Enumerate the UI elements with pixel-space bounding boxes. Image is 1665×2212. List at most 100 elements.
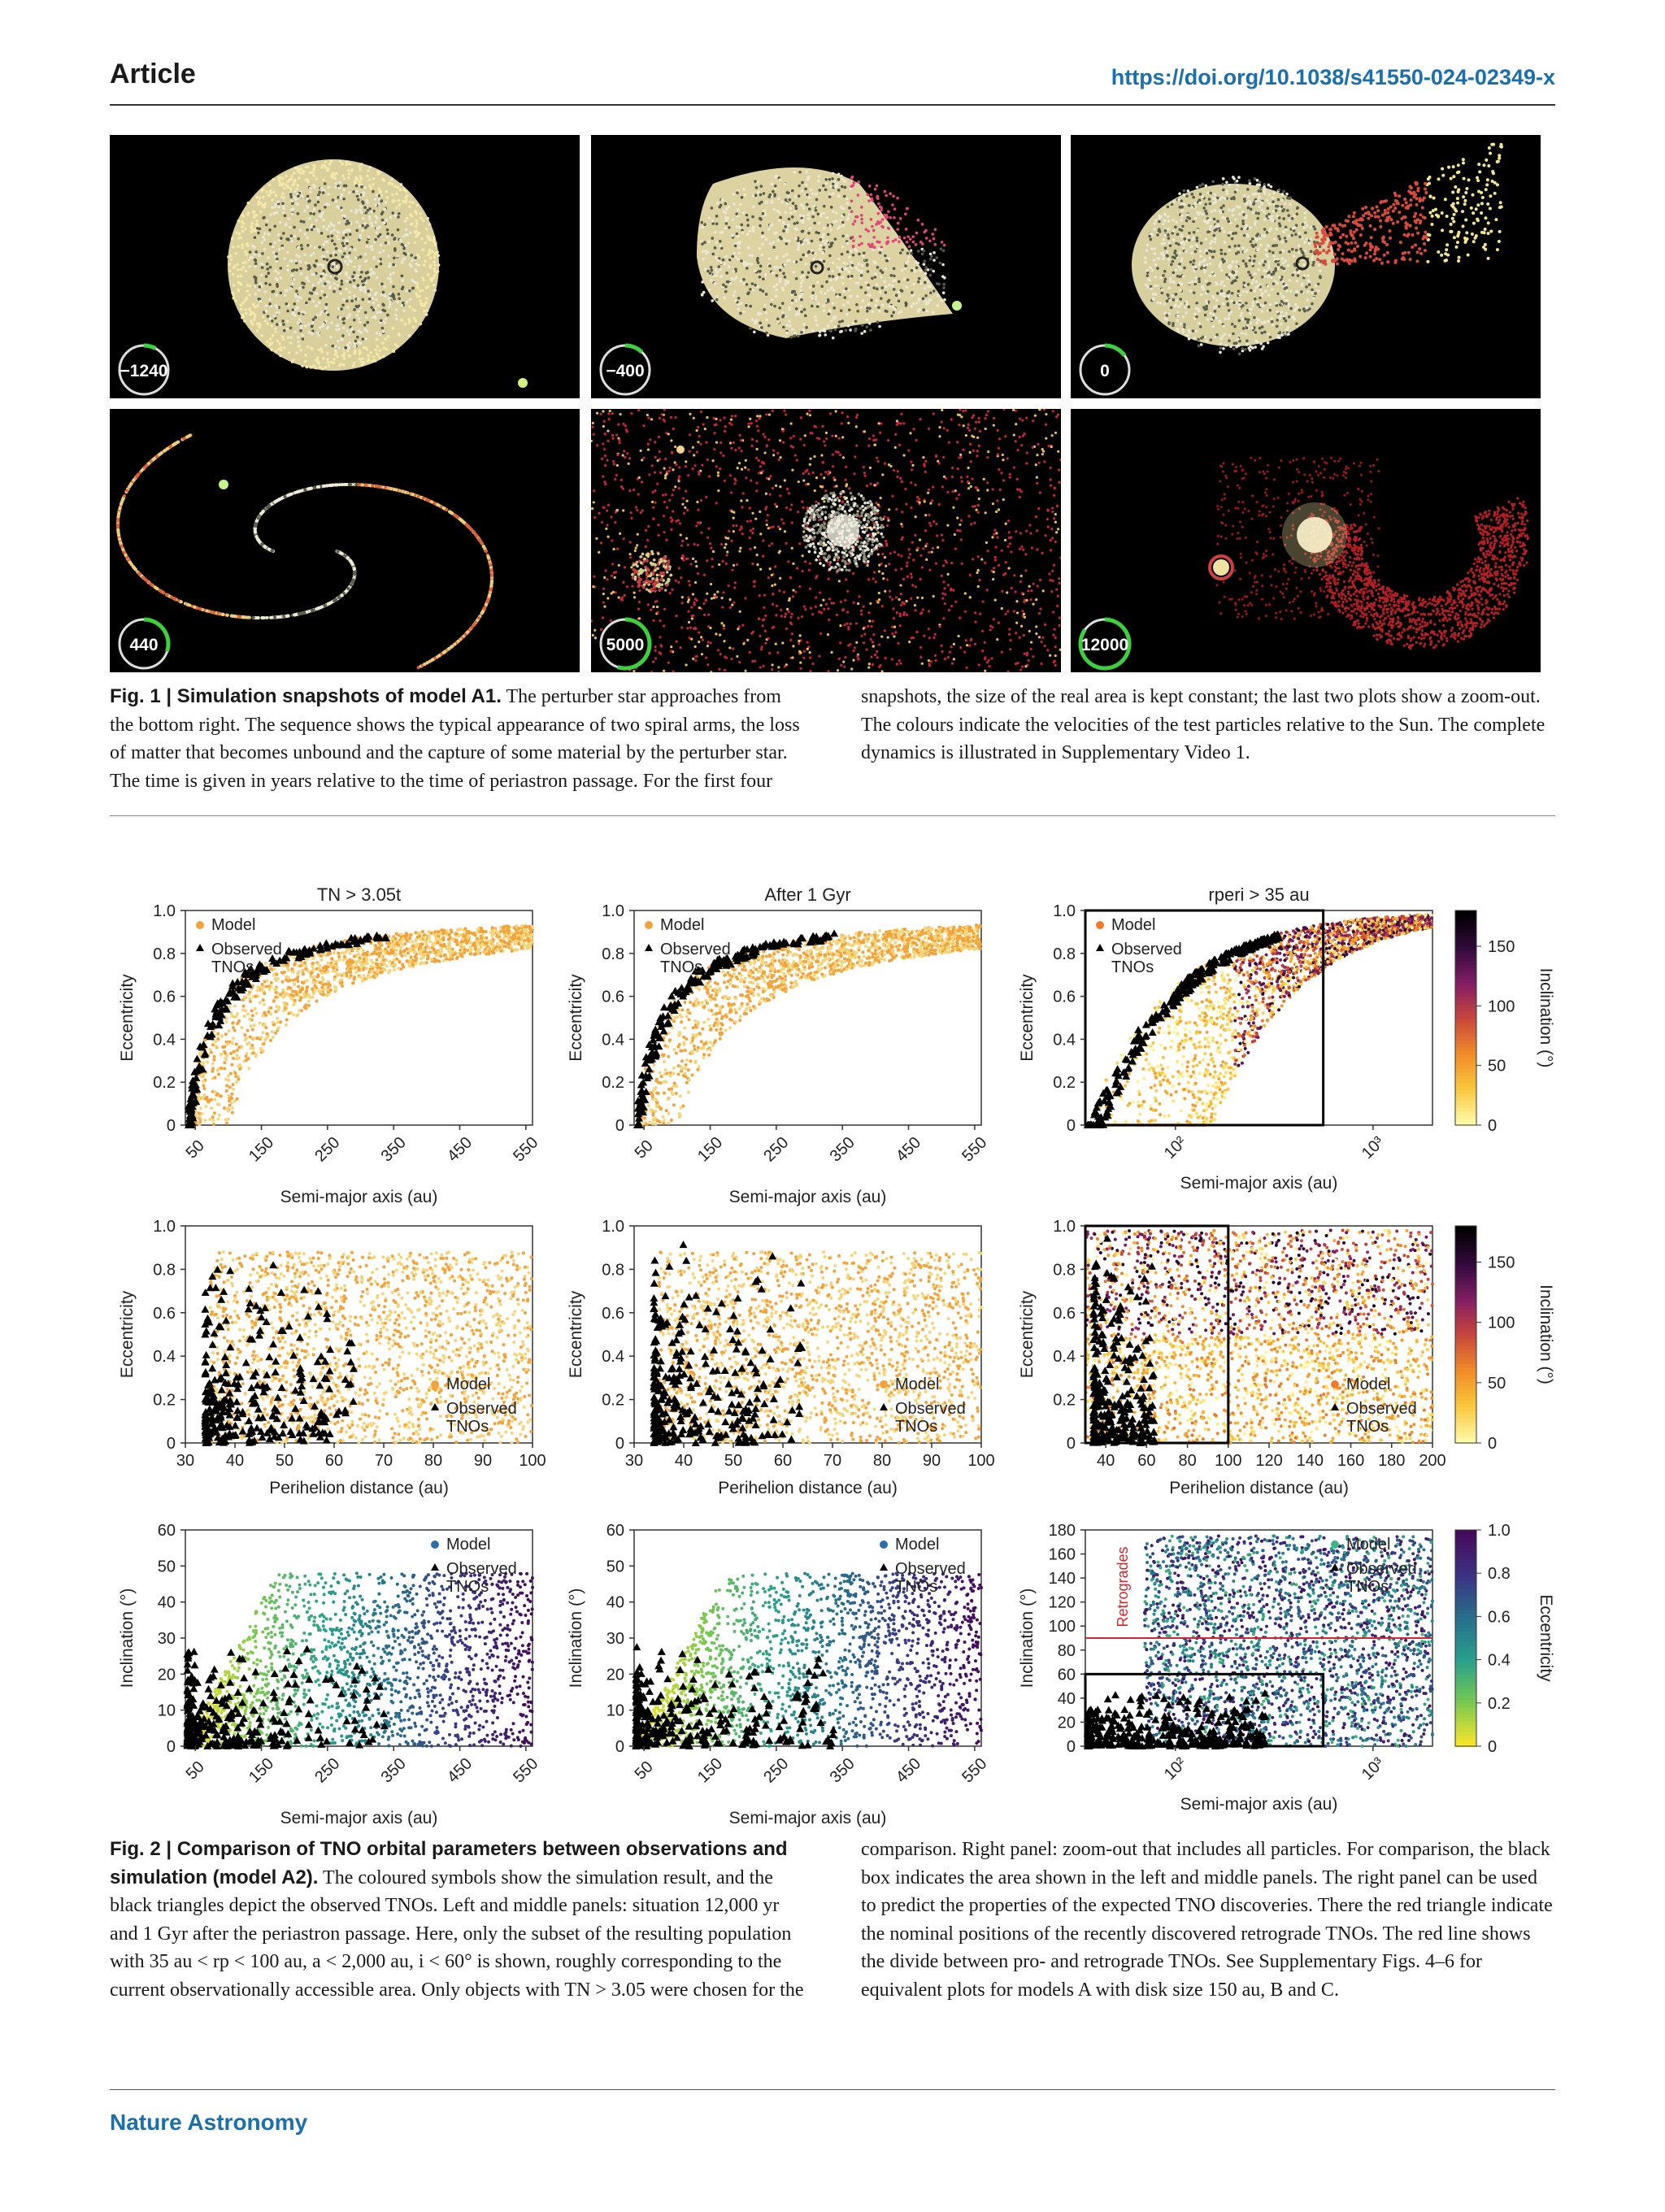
- x-tick-label: 30: [176, 1452, 194, 1470]
- legend-observed-label: Observed: [1346, 1560, 1417, 1578]
- colorbar-tick-label: 100: [1488, 1315, 1515, 1332]
- colorbar-tick-label: 50: [1488, 1375, 1506, 1393]
- y-tick-label: 60: [1058, 1666, 1076, 1684]
- x-tick-label: 550: [510, 1754, 541, 1786]
- retrogrades-label: Retrogrades: [1115, 1546, 1131, 1627]
- y-tick-label: 0.8: [1053, 1261, 1076, 1279]
- y-tick-label: 30: [606, 1630, 624, 1648]
- y-tick-label: 1.0: [1053, 902, 1076, 920]
- legend-model-label: Model: [1346, 1536, 1390, 1554]
- y-tick-label: 0.6: [153, 989, 176, 1006]
- legend-observed-label: TNOs: [446, 1578, 489, 1596]
- x-tick-label: 60: [774, 1452, 792, 1470]
- y-axis-label: Eccentricity: [567, 974, 585, 1062]
- y-tick-label: 60: [606, 1522, 624, 1540]
- legend-observed-label: TNOs: [1346, 1418, 1389, 1436]
- legend-observed-label: Observed: [895, 1560, 966, 1578]
- x-tick-label: 450: [893, 1754, 924, 1786]
- legend-observed-label: Observed: [211, 941, 282, 958]
- x-tick-label: 10³: [1359, 1133, 1388, 1162]
- panel-title: After 1 Gyr: [764, 884, 850, 905]
- y-tick-label: 10: [606, 1702, 624, 1720]
- ecc-vs-q-panel: 00.20.40.60.81.030 40 50 60 70 80 90 100Eccentr…: [118, 1218, 546, 1497]
- legend-observed-label: TNOs: [446, 1418, 489, 1436]
- y-tick-label: 0.6: [602, 989, 624, 1006]
- y-tick-label: 0.2: [1053, 1392, 1076, 1410]
- legend-observed-label: TNOs: [895, 1578, 937, 1596]
- legend-model-label: Model: [660, 916, 704, 934]
- legend-model-marker: [196, 921, 204, 929]
- legend-observed-marker: [880, 1403, 888, 1410]
- y-tick-label: 0: [615, 1117, 624, 1135]
- x-tick-label: 10²: [1161, 1133, 1190, 1162]
- colorbar-label: Inclination (°): [1537, 1284, 1555, 1384]
- x-tick-label: 40: [1097, 1452, 1115, 1470]
- ecc-vs-a-panel: 00.20.40.60.81.050 150 250 350 450 550Eccentr…: [567, 902, 990, 1206]
- legend-observed-marker: [196, 944, 204, 951]
- legend-observed-label: TNOs: [660, 958, 702, 976]
- x-tick-label: 140: [1297, 1452, 1324, 1470]
- legend-observed-marker: [880, 1563, 888, 1571]
- y-tick-label: 20: [158, 1666, 176, 1684]
- y-axis-label: Eccentricity: [1018, 1290, 1037, 1378]
- y-tick-label: 0.4: [153, 1031, 176, 1049]
- x-axis-label: Semi-major axis (au): [280, 1188, 438, 1206]
- x-tick-label: 10²: [1161, 1754, 1190, 1784]
- y-tick-label: 1.0: [602, 902, 624, 920]
- x-axis-label: Perihelion distance (au): [718, 1479, 898, 1497]
- x-axis-label: Perihelion distance (au): [1169, 1479, 1349, 1497]
- y-tick-label: 0.6: [153, 1305, 176, 1323]
- x-tick-label: 50: [183, 1758, 208, 1783]
- y-tick-label: 0.4: [602, 1348, 624, 1366]
- x-tick-label: 40: [675, 1452, 693, 1470]
- x-tick-label: 150: [246, 1754, 277, 1786]
- y-tick-label: 0.6: [602, 1305, 624, 1323]
- x-axis-label: Semi-major axis (au): [1180, 1174, 1338, 1193]
- x-tick-label: 100: [519, 1452, 546, 1470]
- x-tick-label: 60: [1137, 1452, 1155, 1470]
- y-tick-label: 0.8: [602, 1261, 624, 1279]
- x-tick-label: 50: [276, 1452, 293, 1470]
- colorbar-tick-label: 150: [1488, 938, 1515, 956]
- x-tick-label: 90: [474, 1452, 492, 1470]
- legend-observed-label: Observed: [895, 1400, 966, 1418]
- y-tick-label: 0.8: [153, 1261, 176, 1279]
- y-tick-label: 0: [1067, 1117, 1076, 1135]
- legend-model-label: Model: [211, 916, 255, 934]
- colorbar-tick-label: 150: [1488, 1254, 1515, 1272]
- y-tick-label: 0.6: [1053, 1305, 1076, 1323]
- colorbar-tick-label: 0: [1488, 1435, 1497, 1453]
- y-tick-label: 0.2: [153, 1392, 176, 1410]
- legend-observed-label: Observed: [660, 941, 731, 958]
- colorbar-label: Inclination (°): [1537, 968, 1555, 1068]
- inclination-colorbar-2: 0 50 100 150 Inclination (°): [1455, 1226, 1555, 1453]
- y-tick-label: 140: [1049, 1570, 1076, 1588]
- y-tick-label: 0.2: [602, 1074, 624, 1092]
- x-axis-label: Perihelion distance (au): [269, 1479, 449, 1497]
- legend-model-marker: [1331, 1380, 1339, 1388]
- x-tick-label: 350: [827, 1754, 859, 1786]
- x-tick-label: 450: [444, 1133, 476, 1165]
- y-tick-label: 20: [606, 1666, 624, 1684]
- x-tick-label: 450: [893, 1133, 924, 1165]
- y-tick-label: 0.2: [153, 1074, 176, 1092]
- y-tick-label: 180: [1049, 1522, 1076, 1540]
- ecc-vs-q-panel: 00.20.40.60.81.030 40 50 60 70 80 90 100Eccentr…: [567, 1218, 995, 1497]
- colorbar-tick-label: 0.4: [1488, 1652, 1511, 1670]
- y-tick-label: 0.8: [1053, 945, 1076, 963]
- legend-observed-label: Observed: [1346, 1400, 1417, 1418]
- fig2-caption-body: The coloured symbols show the simulation…: [110, 1839, 1553, 2001]
- legend-model-label: Model: [895, 1375, 939, 1393]
- y-tick-label: 10: [158, 1702, 176, 1720]
- y-tick-label: 60: [158, 1522, 176, 1540]
- ecc-vs-a-panel: 00.20.40.60.81.050 150 250 350 450 550Eccentr…: [118, 902, 541, 1206]
- x-tick-label: 60: [325, 1452, 343, 1470]
- x-tick-label: 120: [1255, 1452, 1282, 1470]
- legend-observed-label: Observed: [1111, 941, 1182, 958]
- y-tick-label: 0: [1067, 1435, 1076, 1453]
- colorbar-tick-label: 0.2: [1488, 1695, 1511, 1713]
- legend-observed-label: TNOs: [895, 1418, 937, 1436]
- y-tick-label: 0.4: [602, 1031, 624, 1049]
